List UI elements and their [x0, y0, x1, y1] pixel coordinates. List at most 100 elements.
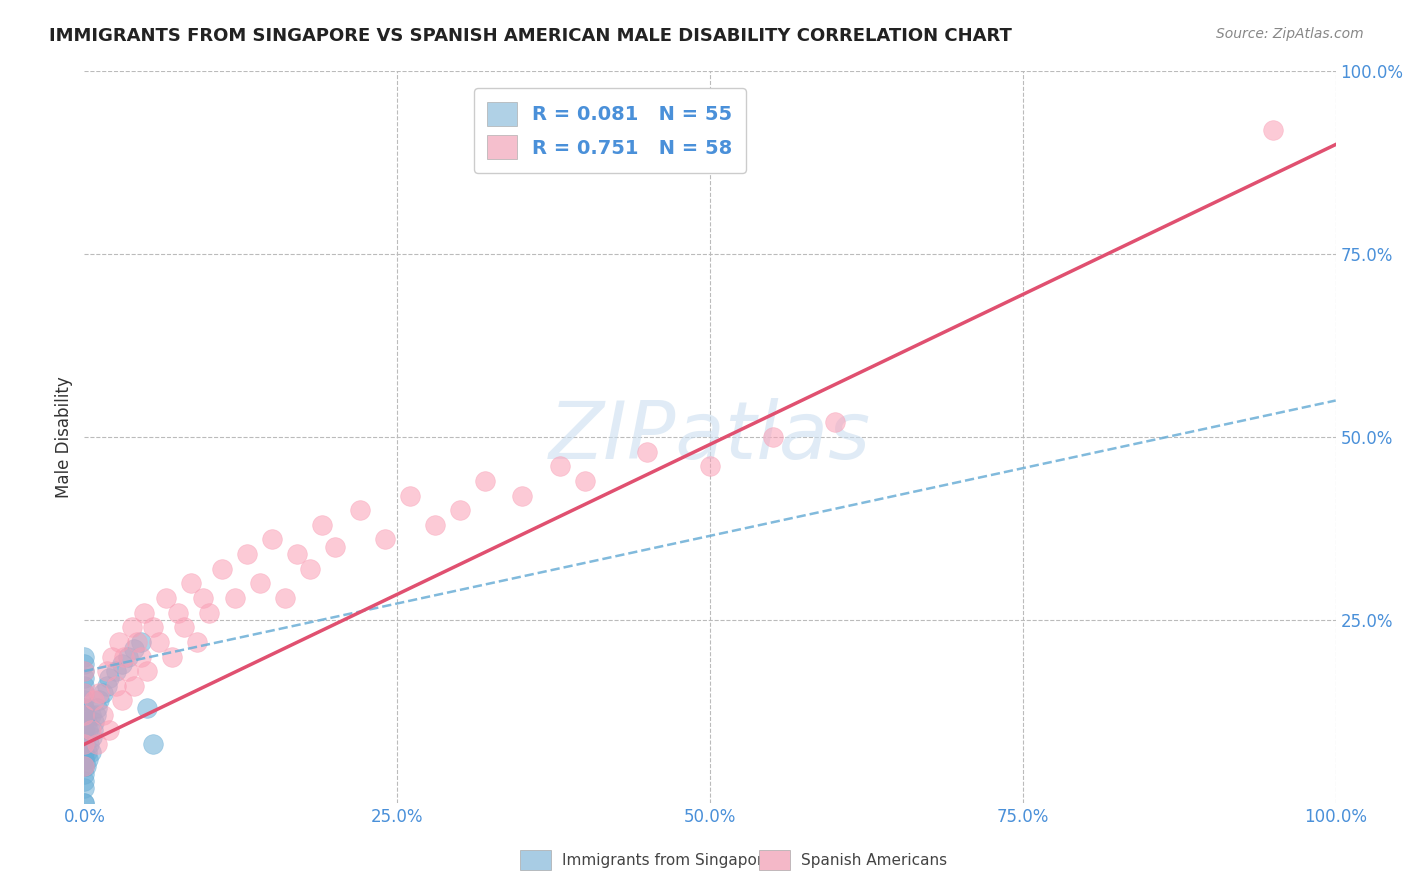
Point: [73, 715, 96, 730]
Point: [142, 620, 165, 634]
Point: [111, 657, 134, 671]
Point: [148, 635, 170, 649]
Point: [104, 679, 127, 693]
Point: [73, 796, 96, 810]
Point: [699, 459, 721, 474]
Point: [75, 730, 97, 744]
Point: [512, 489, 534, 503]
Text: IMMIGRANTS FROM SINGAPORE VS SPANISH AMERICAN MALE DISABILITY CORRELATION CHART: IMMIGRANTS FROM SINGAPORE VS SPANISH AME…: [49, 27, 1012, 45]
Point: [155, 591, 177, 605]
Point: [423, 517, 446, 532]
Point: [349, 503, 371, 517]
Point: [73, 700, 96, 714]
Point: [73, 759, 96, 773]
Point: [73, 679, 96, 693]
Point: [79, 737, 101, 751]
Point: [374, 533, 396, 547]
Point: [73, 664, 96, 678]
Point: [824, 416, 846, 430]
Point: [398, 489, 420, 503]
Point: [86, 737, 108, 751]
Point: [111, 693, 134, 707]
Point: [73, 745, 96, 759]
Point: [75, 759, 97, 773]
Point: [73, 686, 96, 700]
Point: [449, 503, 471, 517]
Legend: R = 0.081   N = 55, R = 0.751   N = 58: R = 0.081 N = 55, R = 0.751 N = 58: [474, 88, 747, 173]
Point: [73, 773, 96, 788]
Point: [73, 715, 96, 730]
Point: [637, 444, 659, 458]
Point: [136, 700, 159, 714]
Point: [73, 745, 96, 759]
Point: [1263, 123, 1285, 137]
Point: [129, 635, 152, 649]
Point: [136, 664, 159, 678]
Point: [298, 562, 321, 576]
Point: [91, 686, 114, 700]
Point: [167, 606, 190, 620]
Point: [76, 745, 98, 759]
Point: [73, 723, 96, 737]
Point: [73, 708, 96, 723]
Point: [249, 576, 271, 591]
Point: [82, 723, 104, 737]
Text: Source: ZipAtlas.com: Source: ZipAtlas.com: [1216, 27, 1364, 41]
Point: [124, 642, 146, 657]
Point: [73, 796, 96, 810]
Point: [76, 715, 98, 730]
Point: [129, 649, 152, 664]
Point: [89, 693, 111, 707]
Point: [224, 591, 246, 605]
Point: [73, 708, 96, 723]
Point: [548, 459, 571, 474]
Point: [101, 649, 124, 664]
Point: [73, 700, 96, 714]
Point: [124, 679, 146, 693]
Point: [83, 715, 105, 730]
Point: [73, 730, 96, 744]
Point: [117, 664, 139, 678]
Point: [198, 606, 221, 620]
Point: [98, 672, 121, 686]
Point: [104, 664, 127, 678]
Point: [285, 547, 308, 561]
Point: [86, 700, 108, 714]
Point: [762, 430, 785, 444]
Point: [73, 737, 96, 751]
Point: [83, 693, 105, 707]
Point: [73, 672, 96, 686]
Point: [273, 591, 295, 605]
Point: [311, 517, 333, 532]
Point: [73, 737, 96, 751]
Text: ZIPatlas: ZIPatlas: [548, 398, 872, 476]
Point: [108, 635, 131, 649]
Point: [262, 533, 284, 547]
Point: [193, 591, 215, 605]
Point: [474, 474, 496, 488]
Point: [173, 620, 195, 634]
Point: [73, 693, 96, 707]
Point: [77, 723, 100, 737]
Text: Spanish Americans: Spanish Americans: [801, 854, 948, 868]
Point: [236, 547, 259, 561]
Point: [73, 781, 96, 796]
Point: [180, 576, 202, 591]
Point: [96, 679, 118, 693]
Point: [84, 708, 107, 723]
Point: [73, 766, 96, 780]
Point: [186, 635, 208, 649]
Point: [73, 759, 96, 773]
Point: [79, 708, 101, 723]
Point: [79, 745, 101, 759]
Point: [79, 723, 101, 737]
Point: [73, 752, 96, 766]
Point: [73, 657, 96, 671]
Point: [117, 649, 139, 664]
Point: [96, 664, 118, 678]
Point: [211, 562, 233, 576]
Point: [323, 540, 346, 554]
Point: [73, 730, 96, 744]
Point: [125, 635, 148, 649]
Point: [574, 474, 596, 488]
